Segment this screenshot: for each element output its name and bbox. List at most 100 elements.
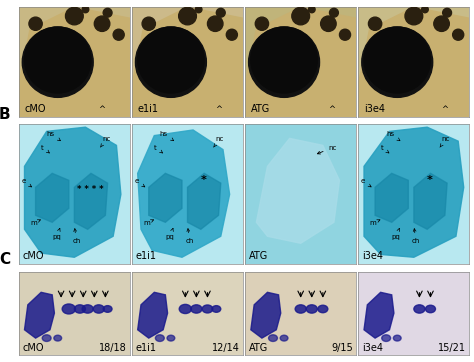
Circle shape [362, 27, 433, 97]
Circle shape [295, 305, 306, 313]
Polygon shape [132, 7, 243, 117]
Polygon shape [256, 138, 339, 243]
Text: cMO: cMO [22, 252, 44, 261]
Circle shape [269, 335, 277, 341]
Text: hs: hs [160, 131, 173, 141]
Text: cMO: cMO [22, 343, 44, 353]
Polygon shape [364, 292, 394, 338]
Text: e: e [361, 178, 371, 187]
Circle shape [191, 305, 202, 313]
Polygon shape [19, 7, 130, 117]
Circle shape [195, 6, 202, 13]
Circle shape [62, 304, 75, 314]
Text: t: t [381, 144, 389, 153]
Circle shape [318, 305, 328, 313]
Circle shape [137, 27, 204, 93]
Text: * * * *: * * * * [77, 185, 103, 194]
Circle shape [167, 335, 175, 341]
Text: hs: hs [46, 131, 61, 141]
Circle shape [93, 305, 104, 313]
Text: nc: nc [100, 136, 110, 147]
Text: e: e [21, 178, 32, 187]
Text: ch: ch [411, 229, 420, 244]
Text: ^: ^ [99, 105, 106, 114]
Circle shape [329, 8, 338, 17]
Circle shape [136, 27, 206, 97]
Text: pq: pq [165, 228, 174, 240]
Circle shape [368, 17, 382, 30]
Text: i3e4: i3e4 [362, 252, 383, 261]
Text: t: t [41, 144, 49, 153]
Text: m: m [143, 220, 154, 226]
Polygon shape [358, 7, 469, 117]
Text: i3e4: i3e4 [364, 104, 385, 114]
Text: ch: ch [72, 229, 81, 244]
Circle shape [226, 29, 237, 40]
Text: 12/14: 12/14 [212, 343, 239, 353]
Circle shape [426, 305, 436, 313]
Circle shape [421, 6, 428, 13]
Circle shape [65, 7, 83, 25]
Text: nc: nc [318, 144, 337, 154]
Circle shape [339, 29, 351, 40]
Circle shape [179, 304, 191, 313]
Polygon shape [375, 173, 408, 222]
Text: e1i1: e1i1 [136, 252, 156, 261]
Circle shape [249, 27, 319, 97]
Circle shape [113, 29, 124, 40]
Circle shape [74, 305, 85, 313]
Polygon shape [137, 130, 229, 257]
Circle shape [155, 335, 164, 341]
Circle shape [212, 306, 221, 312]
Circle shape [306, 305, 317, 313]
Circle shape [255, 17, 269, 30]
Text: 18/18: 18/18 [99, 343, 127, 353]
Circle shape [292, 7, 310, 25]
Text: *: * [201, 175, 207, 185]
Text: ^: ^ [215, 105, 222, 114]
Circle shape [216, 8, 225, 17]
Polygon shape [74, 173, 108, 229]
Text: ATG: ATG [249, 343, 268, 353]
Text: m: m [30, 220, 40, 226]
Text: pq: pq [392, 228, 401, 240]
Text: m: m [370, 220, 380, 226]
Text: e1i1: e1i1 [136, 343, 156, 353]
Polygon shape [364, 127, 464, 257]
Circle shape [103, 8, 112, 17]
Polygon shape [137, 292, 168, 338]
Circle shape [453, 29, 464, 40]
Text: ch: ch [185, 229, 194, 244]
Circle shape [42, 335, 51, 341]
Polygon shape [25, 127, 121, 257]
Circle shape [443, 8, 452, 17]
Circle shape [309, 6, 315, 13]
Circle shape [29, 17, 42, 30]
Circle shape [382, 335, 391, 341]
Circle shape [142, 17, 155, 30]
Polygon shape [25, 292, 55, 338]
Polygon shape [36, 173, 69, 222]
Text: *: * [427, 175, 433, 185]
Circle shape [414, 305, 425, 313]
Text: B: B [0, 106, 10, 122]
Circle shape [364, 27, 430, 93]
Text: cMO: cMO [25, 104, 46, 114]
Circle shape [25, 27, 91, 93]
Text: nc: nc [440, 136, 450, 147]
Text: ^: ^ [441, 105, 448, 114]
Circle shape [54, 335, 62, 341]
Text: pq: pq [52, 228, 61, 240]
Text: C: C [0, 252, 10, 267]
Polygon shape [246, 7, 356, 117]
Circle shape [94, 16, 110, 31]
Circle shape [208, 16, 223, 31]
Circle shape [280, 335, 288, 341]
Text: ATG: ATG [249, 252, 268, 261]
Text: i3e4: i3e4 [362, 343, 383, 353]
Text: e1i1: e1i1 [137, 104, 159, 114]
Polygon shape [414, 173, 447, 229]
Text: ATG: ATG [251, 104, 270, 114]
Text: 15/21: 15/21 [438, 343, 466, 353]
Circle shape [179, 7, 196, 25]
